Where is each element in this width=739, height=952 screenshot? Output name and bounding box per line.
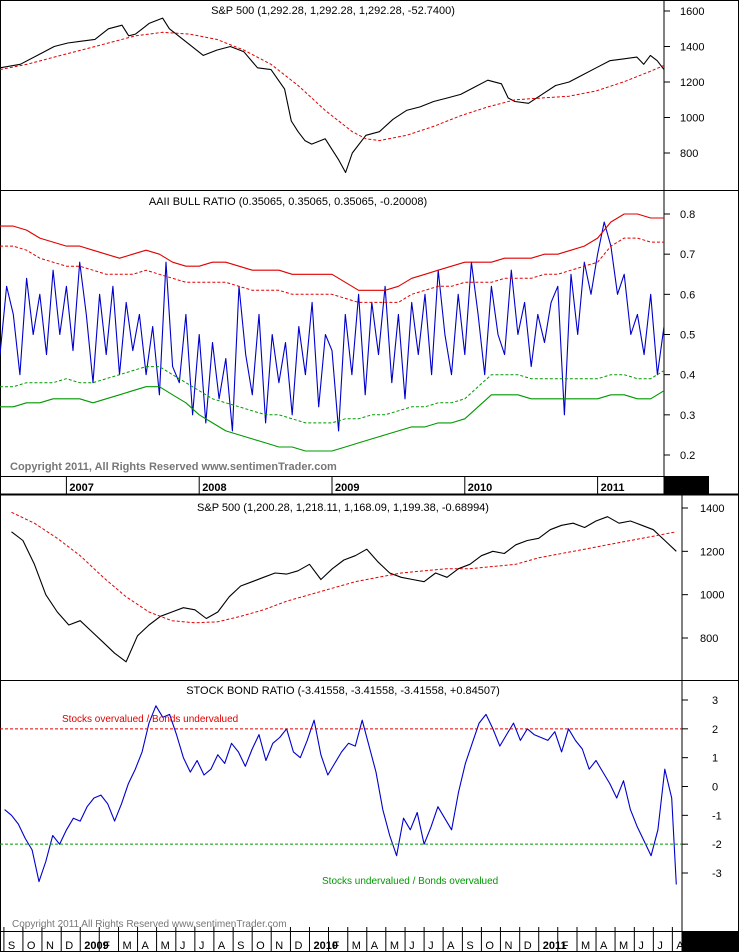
panel4-y-tick-label: -1 — [712, 810, 722, 822]
panel4-x-tick-label: A — [600, 940, 608, 952]
panel4-x-tick-label: J — [199, 940, 205, 952]
panel4-x-tick-label: A — [142, 940, 150, 952]
panel2-y-tick-label: 0.8 — [680, 209, 695, 221]
panel4-y-tick-label: 0 — [712, 782, 718, 794]
panel4-x-tick-label: O — [27, 940, 36, 952]
panel2-x-tick-label: 2007 — [69, 482, 93, 494]
panel4-series-group — [4, 705, 677, 885]
panel2-title: AAII BULL RATIO (0.35065, 0.35065, 0.350… — [149, 196, 427, 208]
panel3-y-tick-label: 800 — [700, 633, 718, 645]
panel4-series-1-line — [4, 705, 677, 885]
panel2-y-tick-label: 0.7 — [680, 249, 695, 261]
panel4-x-tick-label: A — [676, 940, 684, 952]
panel3-series-1-line — [11, 516, 677, 663]
panel4-x-tick-label: M — [581, 940, 590, 952]
panel2-series-2-line — [0, 213, 664, 291]
copyright-notice-top: Copyright 2011, All Rights Reserved www.… — [10, 461, 337, 473]
panel4-x-tick-label: J — [180, 940, 186, 952]
panel2-series-1-line — [0, 221, 664, 432]
panel4-y-tick-label: 2 — [712, 724, 718, 736]
panel4-x-tick-label: M — [161, 940, 170, 952]
panel4-y-tick-label: -2 — [712, 839, 722, 851]
panel4-title: STOCK BOND RATIO (-3.41558, -3.41558, -3… — [186, 685, 500, 697]
panel2-series-5-line — [0, 386, 664, 452]
panel4-x-tick-label: F — [333, 940, 340, 952]
panel1-y-tick-label: 1200 — [680, 77, 704, 89]
panel4-x-tick-label: D — [294, 940, 302, 952]
panel4-x-tick-label: M — [390, 940, 399, 952]
panel3-y-tick-label: 1000 — [700, 590, 724, 602]
panel4-x-tick-label: J — [409, 940, 415, 952]
panel4-x-tick-label: 2011 — [543, 940, 567, 952]
date-strip-filler-top — [664, 476, 709, 494]
panel2-y-tick-label: 0.5 — [680, 330, 695, 342]
panel1-series-group — [0, 17, 664, 174]
panel4-x-tick-label: J — [657, 940, 663, 952]
panel4-x-tick-label: M — [123, 940, 132, 952]
panel2-x-tick-label: 2011 — [601, 482, 625, 494]
panel4-x-tick-label: D — [524, 940, 532, 952]
panel2-x-tick-label: 2008 — [202, 482, 226, 494]
axis-ticks: 1600 1400 1200 1000 800 0.8 0.7 0.6 0.5 0.4 0.3 0.2… — [3, 6, 724, 952]
panel4-x-tick-label: F — [103, 940, 110, 952]
copyright-notice-bottom: Copyright 2011 All Rights Reserved www.s… — [12, 919, 287, 930]
panel3-y-tick-label: 1200 — [700, 546, 724, 558]
panel1-series-1-line — [0, 17, 664, 174]
panel4-x-tick-label: 2010 — [313, 940, 337, 952]
panel2-y-tick-label: 0.2 — [680, 450, 695, 462]
reference-lines — [0, 728, 682, 845]
panel1-y-tick-label: 1400 — [680, 42, 704, 54]
overvalued-annotation: Stocks overvalued / Bonds undervalued — [62, 714, 238, 725]
panel3-y-tick-label: 1400 — [700, 503, 724, 515]
panel4-y-tick-label: 3 — [712, 695, 718, 707]
panel4-y-tick-label: -3 — [712, 868, 722, 880]
panel4-x-tick-label: A — [371, 940, 379, 952]
panel4-x-tick-label: D — [65, 940, 73, 952]
panel3-series-2-line — [11, 511, 677, 624]
panel4-x-tick-label: A — [218, 940, 226, 952]
panel4-x-tick-label: J — [638, 940, 644, 952]
panel2-x-tick-label: 2010 — [468, 482, 492, 494]
panel3-title: S&P 500 (1,200.28, 1,218.11, 1,168.09, 1… — [197, 502, 489, 514]
panel4-x-tick-label: N — [504, 940, 512, 952]
panel1-series-2-line — [0, 31, 664, 142]
panel4-y-tick-label: 1 — [712, 753, 718, 765]
panel4-x-tick-label: S — [237, 940, 244, 952]
panel4-x-tick-label: 2009 — [84, 940, 108, 952]
undervalued-annotation: Stocks undervalued / Bonds overvalued — [322, 876, 498, 887]
panel4-x-tick-label: N — [275, 940, 283, 952]
panel2-y-tick-label: 0.6 — [680, 289, 695, 301]
series-lines — [0, 17, 677, 885]
panel1-y-tick-label: 1600 — [680, 6, 704, 18]
panel1-y-tick-label: 1000 — [680, 113, 704, 125]
panel1-y-tick-label: 800 — [680, 148, 698, 160]
panel4-x-tick-label: A — [447, 940, 455, 952]
panel4-x-tick-label: M — [619, 940, 628, 952]
panel2-x-tick-label: 2009 — [335, 482, 359, 494]
panel4-x-tick-label: M — [352, 940, 361, 952]
panel2-y-tick-label: 0.4 — [680, 370, 695, 382]
panel4-x-tick-label: O — [485, 940, 494, 952]
panel2-series-3-line — [0, 237, 664, 303]
panel4-x-tick-label: N — [46, 940, 54, 952]
panel3-series-group — [11, 511, 677, 663]
panel2-series-group — [0, 213, 664, 452]
panel4-x-tick-label: O — [256, 940, 265, 952]
panel2-y-tick-label: 0.3 — [680, 410, 695, 422]
panel4-x-tick-label: J — [428, 940, 434, 952]
date-strip-filler-bottom — [682, 931, 739, 952]
panel4-x-tick-label: F — [562, 940, 569, 952]
panel4-x-tick-label: S — [8, 940, 15, 952]
panel4-x-tick-label: S — [466, 940, 473, 952]
panel1-title: S&P 500 (1,292.28, 1,292.28, 1,292.28, -… — [211, 5, 455, 17]
